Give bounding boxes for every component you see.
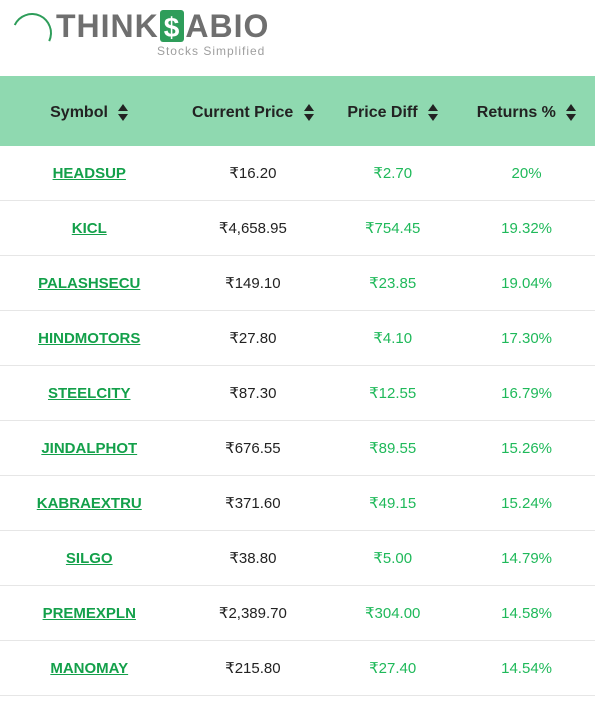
cell-symbol: HEADSUP [0, 146, 179, 201]
cell-returns: 16.79% [458, 366, 595, 421]
cell-returns: 14.54% [458, 641, 595, 696]
symbol-link[interactable]: JINDALPHOT [41, 440, 137, 457]
column-label: Returns % [477, 98, 556, 128]
logo-s-icon [160, 10, 185, 42]
sort-icon[interactable] [118, 104, 128, 121]
logo-text: THINK ABIO Stocks Simplified [56, 10, 269, 58]
column-header-diff[interactable]: Price Diff [327, 80, 458, 146]
column-label: Price Diff [347, 98, 417, 128]
column-label: Current Price [192, 98, 293, 128]
symbol-link[interactable]: SILGO [66, 550, 113, 567]
cell-diff: ₹89.55 [327, 421, 458, 476]
table-header-row: Symbol Current Price Price Diff Returns … [0, 80, 595, 146]
column-header-price[interactable]: Current Price [179, 80, 328, 146]
cell-diff: ₹49.15 [327, 476, 458, 531]
cell-diff: ₹12.55 [327, 366, 458, 421]
sort-icon[interactable] [566, 104, 576, 121]
cell-returns: 15.26% [458, 421, 595, 476]
table-row: STEELCITY ₹87.30₹12.5516.79% [0, 366, 595, 421]
cell-symbol: KICL [0, 201, 179, 256]
cell-price: ₹27.80 [179, 311, 328, 366]
cell-price: ₹371.60 [179, 476, 328, 531]
cell-symbol: MANOMAY [0, 641, 179, 696]
cell-price: ₹215.80 [179, 641, 328, 696]
logo-word-after: ABIO [185, 10, 269, 42]
cell-diff: ₹2.70 [327, 146, 458, 201]
symbol-link[interactable]: MANOMAY [50, 660, 128, 677]
column-header-returns[interactable]: Returns % [458, 80, 595, 146]
cell-returns: 19.04% [458, 256, 595, 311]
table-row: JINDALPHOT ₹676.55₹89.5515.26% [0, 421, 595, 476]
sort-icon[interactable] [304, 104, 314, 121]
stock-table: Symbol Current Price Price Diff Returns … [0, 80, 595, 696]
table-body: HEADSUP ₹16.20₹2.7020% KICL ₹4,658.95₹754.4… [0, 146, 595, 696]
column-label: Symbol [50, 98, 108, 128]
table-row: HINDMOTORS ₹27.80₹4.1017.30% [0, 311, 595, 366]
logo: THINK ABIO Stocks Simplified [0, 0, 595, 76]
symbol-link[interactable]: KABRAEXTRU [37, 495, 142, 512]
table-row: PALASHSECU ₹149.10₹23.8519.04% [0, 256, 595, 311]
logo-word-before: THINK [56, 10, 159, 42]
sort-icon[interactable] [428, 104, 438, 121]
table-row: KICL ₹4,658.95₹754.4519.32% [0, 201, 595, 256]
table-row: SILGO ₹38.80₹5.0014.79% [0, 531, 595, 586]
symbol-link[interactable]: KICL [72, 220, 107, 237]
cell-symbol: HINDMOTORS [0, 311, 179, 366]
cell-diff: ₹23.85 [327, 256, 458, 311]
cell-diff: ₹27.40 [327, 641, 458, 696]
cell-symbol: KABRAEXTRU [0, 476, 179, 531]
cell-price: ₹38.80 [179, 531, 328, 586]
cell-symbol: PALASHSECU [0, 256, 179, 311]
cell-returns: 14.79% [458, 531, 595, 586]
column-header-symbol[interactable]: Symbol [0, 80, 179, 146]
cell-price: ₹4,658.95 [179, 201, 328, 256]
table-row: HEADSUP ₹16.20₹2.7020% [0, 146, 595, 201]
cell-symbol: SILGO [0, 531, 179, 586]
symbol-link[interactable]: HEADSUP [53, 165, 126, 182]
cell-diff: ₹4.10 [327, 311, 458, 366]
cell-price: ₹87.30 [179, 366, 328, 421]
symbol-link[interactable]: HINDMOTORS [38, 330, 140, 347]
cell-diff: ₹5.00 [327, 531, 458, 586]
cell-returns: 14.58% [458, 586, 595, 641]
cell-price: ₹2,389.70 [179, 586, 328, 641]
cell-returns: 20% [458, 146, 595, 201]
logo-tagline: Stocks Simplified [56, 44, 269, 58]
table-row: KABRAEXTRU ₹371.60₹49.1515.24% [0, 476, 595, 531]
cell-returns: 17.30% [458, 311, 595, 366]
symbol-link[interactable]: PALASHSECU [38, 275, 140, 292]
symbol-link[interactable]: PREMEXPLN [43, 605, 136, 622]
table-row: MANOMAY ₹215.80₹27.4014.54% [0, 641, 595, 696]
cell-price: ₹149.10 [179, 256, 328, 311]
logo-icon [8, 11, 54, 57]
cell-returns: 19.32% [458, 201, 595, 256]
cell-returns: 15.24% [458, 476, 595, 531]
stock-table-wrap: Symbol Current Price Price Diff Returns … [0, 76, 595, 696]
cell-symbol: JINDALPHOT [0, 421, 179, 476]
table-row: PREMEXPLN ₹2,389.70₹304.0014.58% [0, 586, 595, 641]
symbol-link[interactable]: STEELCITY [48, 385, 131, 402]
cell-diff: ₹304.00 [327, 586, 458, 641]
cell-symbol: PREMEXPLN [0, 586, 179, 641]
cell-diff: ₹754.45 [327, 201, 458, 256]
cell-price: ₹16.20 [179, 146, 328, 201]
cell-price: ₹676.55 [179, 421, 328, 476]
cell-symbol: STEELCITY [0, 366, 179, 421]
